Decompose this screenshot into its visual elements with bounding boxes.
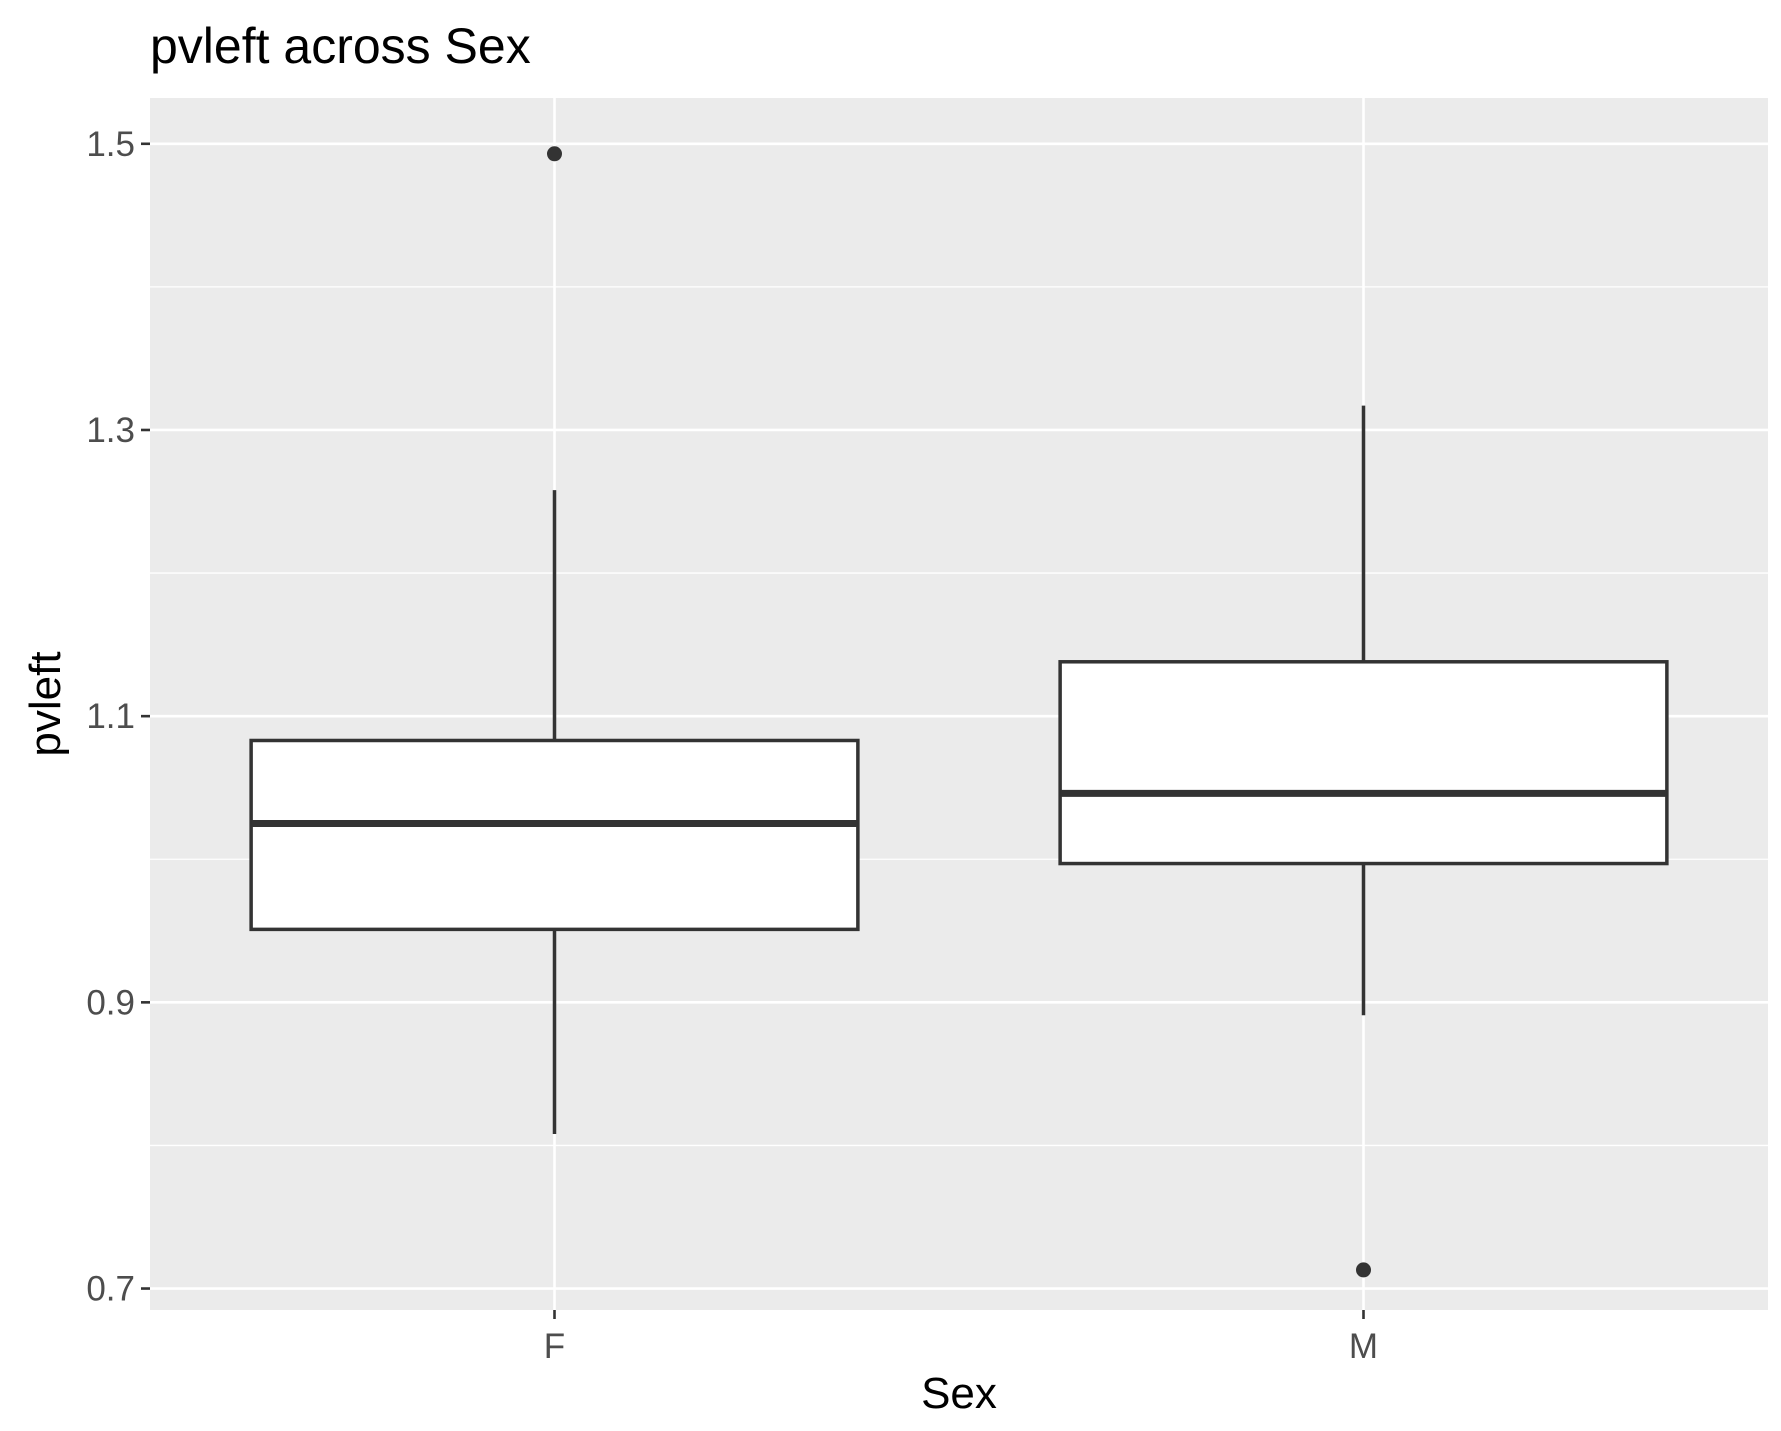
box-F — [249, 146, 860, 1134]
y-tick-label: 0.7 — [86, 1270, 135, 1309]
y-axis: 0.7 0.9 1.1 1.3 1.5 — [86, 125, 150, 1309]
box-layer — [249, 146, 1669, 1278]
iqr-box — [1058, 660, 1669, 866]
y-tick-label: 0.9 — [86, 983, 135, 1022]
outlier-point — [547, 146, 562, 162]
chart-title: pvleft across Sex — [150, 18, 531, 74]
y-tick-label: 1.1 — [86, 697, 135, 736]
x-tick-label: F — [544, 1327, 565, 1366]
outlier-point — [1356, 1262, 1371, 1278]
x-tick-label: M — [1349, 1327, 1378, 1366]
x-axis-title: Sex — [921, 1369, 997, 1418]
y-tick-label: 1.5 — [86, 125, 135, 164]
iqr-box — [249, 738, 860, 932]
y-tick-label: 1.3 — [86, 411, 135, 450]
box-M — [1058, 405, 1669, 1278]
y-axis-title: pvleft — [21, 651, 70, 756]
